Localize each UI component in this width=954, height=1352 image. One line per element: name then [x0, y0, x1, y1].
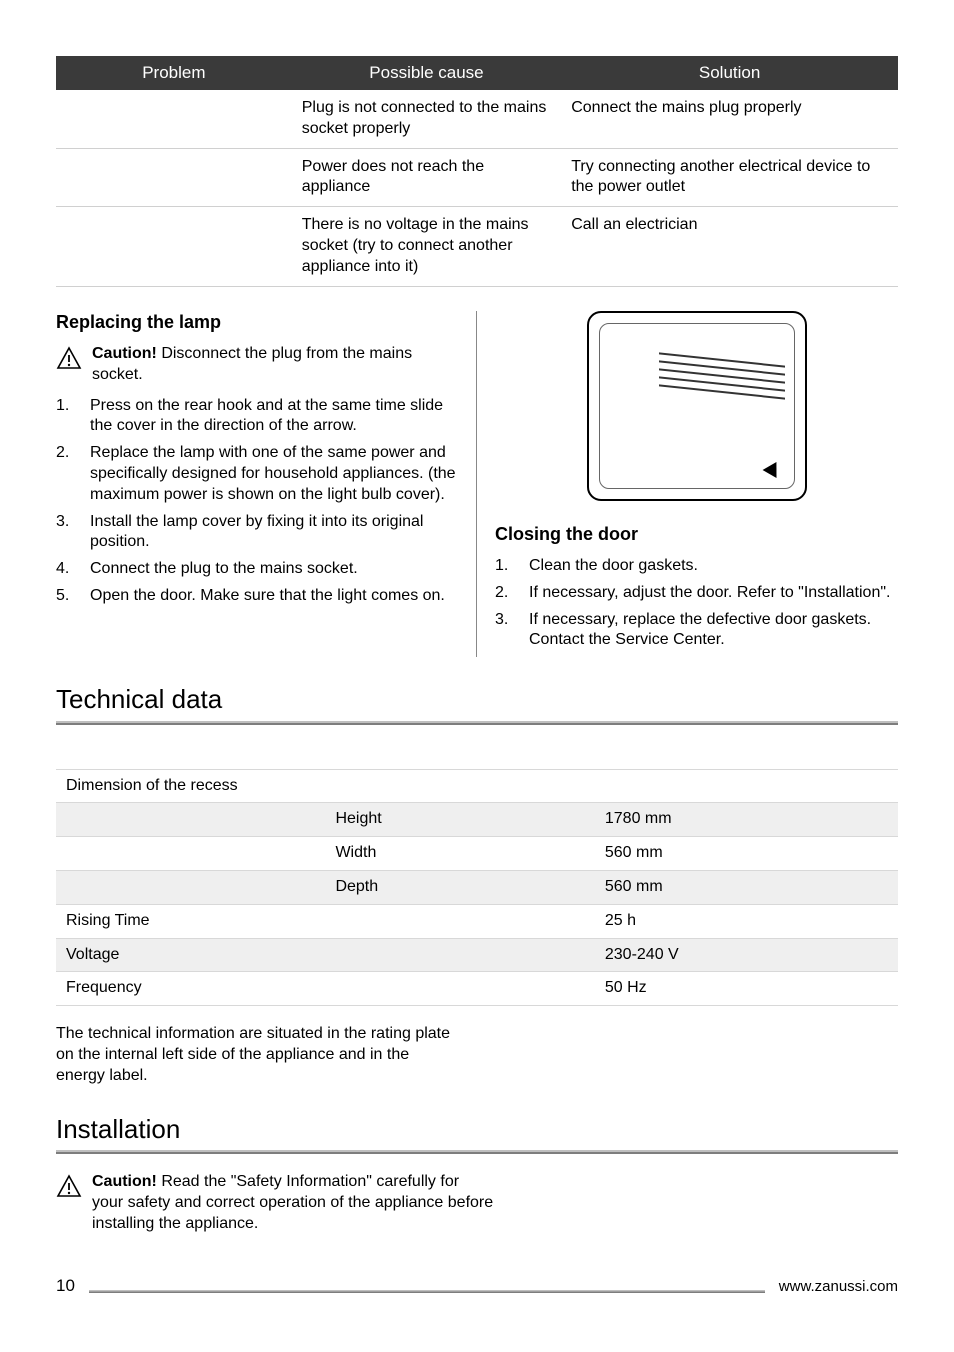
list-item: If necessary, adjust the door. Refer to … — [495, 583, 898, 604]
lamp-heading: Replacing the lamp — [56, 311, 458, 334]
cell-problem — [56, 90, 292, 148]
table-row: Power does not reach the applianceTry co… — [56, 148, 898, 207]
cell-problem — [56, 207, 292, 286]
list-item: Connect the plug to the mains socket. — [56, 559, 458, 580]
step-text: If necessary, replace the defective door… — [529, 610, 898, 652]
cell-solution: Try connecting another electrical device… — [561, 148, 898, 207]
table-row: Voltage 230-240 V — [56, 938, 898, 972]
footer-rule — [89, 1290, 765, 1293]
list-item: Replace the lamp with one of the same po… — [56, 443, 458, 505]
cell-label — [56, 870, 325, 904]
cell-attr: Width — [325, 837, 594, 871]
cell-value: 560 mm — [595, 870, 898, 904]
table-row: Width560 mm — [56, 837, 898, 871]
step-text: Press on the rear hook and at the same t… — [90, 396, 458, 438]
table-row: Rising Time 25 h — [56, 904, 898, 938]
cell-label: Rising Time — [56, 904, 325, 938]
cell-label: Dimension of the recess — [56, 769, 325, 803]
tech-heading: Technical data — [56, 683, 898, 717]
cell-label — [56, 837, 325, 871]
section-rule — [56, 721, 898, 725]
list-item: Press on the rear hook and at the same t… — [56, 396, 458, 438]
th-problem: Problem — [56, 56, 292, 90]
cell-cause: Plug is not connected to the mains socke… — [292, 90, 561, 148]
caution-icon — [56, 346, 82, 377]
table-row: Frequency 50 Hz — [56, 972, 898, 1006]
cell-value: 560 mm — [595, 837, 898, 871]
step-text: If necessary, adjust the door. Refer to … — [529, 583, 898, 604]
door-heading: Closing the door — [495, 523, 898, 546]
cell-solution: Connect the mains plug properly — [561, 90, 898, 148]
cell-value: 230-240 V — [595, 938, 898, 972]
th-solution: Solution — [561, 56, 898, 90]
table-row: Plug is not connected to the mains socke… — [56, 90, 898, 148]
cell-value — [595, 769, 898, 803]
cell-label: Frequency — [56, 972, 325, 1006]
list-item: Open the door. Make sure that the light … — [56, 586, 458, 607]
cell-attr — [325, 769, 594, 803]
lamp-steps: Press on the rear hook and at the same t… — [56, 396, 458, 607]
section-rule — [56, 1150, 898, 1154]
cell-attr — [325, 972, 594, 1006]
lamp-caution-text: Caution! Disconnect the plug from the ma… — [92, 344, 458, 386]
caution-label: Caution! — [92, 1173, 157, 1190]
table-row: Height1780 mm — [56, 803, 898, 837]
cell-value: 50 Hz — [595, 972, 898, 1006]
cell-attr: Height — [325, 803, 594, 837]
table-row: Depth560 mm — [56, 870, 898, 904]
step-text: Open the door. Make sure that the light … — [90, 586, 458, 607]
cell-cause: There is no voltage in the mains socket … — [292, 207, 561, 286]
tech-note: The technical information are situated i… — [56, 1024, 460, 1086]
list-item: If necessary, replace the defective door… — [495, 610, 898, 652]
cell-value: 1780 mm — [595, 803, 898, 837]
door-steps: Clean the door gaskets. If necessary, adj… — [495, 556, 898, 651]
cell-problem — [56, 148, 292, 207]
lamp-diagram — [587, 311, 807, 501]
cell-cause: Power does not reach the appliance — [292, 148, 561, 207]
th-cause: Possible cause — [292, 56, 561, 90]
table-row: There is no voltage in the mains socket … — [56, 207, 898, 286]
list-item: Install the lamp cover by fixing it into… — [56, 512, 458, 554]
step-text: Install the lamp cover by fixing it into… — [90, 512, 458, 554]
cell-label: Voltage — [56, 938, 325, 972]
cell-attr — [325, 938, 594, 972]
step-text: Replace the lamp with one of the same po… — [90, 443, 458, 505]
tech-table: Dimension of the recessHeight1780 mmWidt… — [56, 743, 898, 1006]
page-number: 10 — [56, 1275, 75, 1297]
list-item: Clean the door gaskets. — [495, 556, 898, 577]
caution-label: Caution! — [92, 345, 157, 362]
caution-icon — [56, 1174, 82, 1205]
cell-solution: Call an electrician — [561, 207, 898, 286]
step-text: Connect the plug to the mains socket. — [90, 559, 458, 580]
cell-attr — [325, 904, 594, 938]
step-text: Clean the door gaskets. — [529, 556, 898, 577]
footer-url: www.zanussi.com — [779, 1277, 898, 1297]
table-row: Dimension of the recess — [56, 769, 898, 803]
install-heading: Installation — [56, 1113, 898, 1147]
install-caution-text: Caution! Read the "Safety Information" c… — [92, 1172, 494, 1234]
troubleshoot-table: Problem Possible cause Solution Plug is … — [56, 56, 898, 287]
cell-label — [56, 803, 325, 837]
cell-attr: Depth — [325, 870, 594, 904]
cell-value: 25 h — [595, 904, 898, 938]
